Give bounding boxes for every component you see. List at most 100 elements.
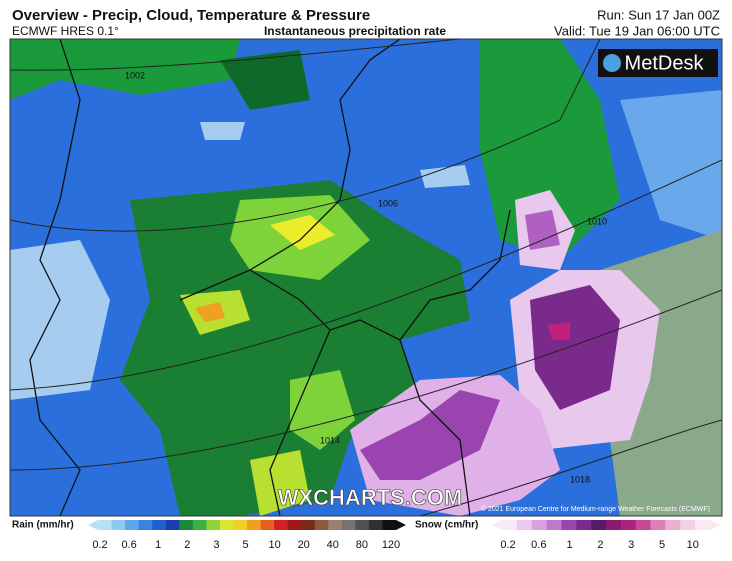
isobar bbox=[10, 159, 722, 391]
isobar-label: 1014 bbox=[320, 435, 340, 445]
snow-legend-title: Snow (cm/hr) bbox=[415, 520, 478, 531]
legend-swatch bbox=[206, 520, 221, 530]
rain-legend-label: 5 bbox=[242, 539, 248, 551]
precip-field bbox=[10, 240, 110, 400]
snow-legend-label: 3 bbox=[628, 539, 634, 551]
rain-legend-label: 80 bbox=[356, 539, 368, 551]
snow-legend-label: 5 bbox=[659, 539, 665, 551]
map-frame bbox=[9, 38, 723, 517]
coastline bbox=[179, 39, 401, 301]
legend-swatch bbox=[341, 520, 356, 530]
logo: MetDesk bbox=[625, 52, 705, 74]
legend: Rain (mm/hr) Snow (cm/hr) bbox=[12, 520, 478, 531]
precip-field bbox=[195, 302, 225, 322]
precip-field bbox=[620, 90, 722, 240]
field: Instantaneous precipitation rate bbox=[264, 24, 446, 38]
legend-swatch bbox=[680, 520, 696, 530]
legend-swatch bbox=[576, 520, 592, 530]
legend-swatch bbox=[219, 520, 234, 530]
border-line bbox=[399, 339, 471, 516]
legend-swatch bbox=[561, 520, 577, 530]
legend-arrow bbox=[492, 520, 502, 530]
precip-field bbox=[250, 450, 310, 516]
snow-legend-label: 0.6 bbox=[531, 539, 546, 551]
legend-swatch bbox=[531, 520, 547, 530]
rain-legend-label: 40 bbox=[327, 539, 339, 551]
coastline bbox=[29, 39, 81, 516]
legend-arrow bbox=[88, 520, 98, 530]
legend-swatch bbox=[382, 520, 397, 530]
rain-legend-label: 20 bbox=[298, 539, 310, 551]
snow-legend-label: 1 bbox=[567, 539, 573, 551]
snow-legend-label: 2 bbox=[597, 539, 603, 551]
isobar-label: 1010 bbox=[587, 216, 607, 226]
rain-legend-label: 10 bbox=[268, 539, 280, 551]
legend-arrow bbox=[396, 520, 406, 530]
legend-swatch bbox=[665, 520, 681, 530]
logo-icon bbox=[603, 54, 621, 72]
rain-legend-label: 120 bbox=[382, 539, 400, 551]
map bbox=[10, 39, 722, 516]
legend-arrow bbox=[710, 520, 720, 530]
legend-swatch bbox=[233, 520, 248, 530]
legend-swatch bbox=[606, 520, 622, 530]
legend-swatch bbox=[260, 520, 275, 530]
precip-field bbox=[220, 50, 310, 110]
snow-field bbox=[548, 322, 570, 340]
snow-legend-label: 10 bbox=[687, 539, 699, 551]
legend-swatch bbox=[125, 520, 139, 530]
rain-legend-label: 2 bbox=[184, 539, 190, 551]
precip-field bbox=[420, 165, 470, 188]
legend-swatch bbox=[152, 520, 167, 530]
isobar-label: 1002 bbox=[125, 70, 145, 80]
isobar-label: 1006 bbox=[378, 198, 398, 208]
legend-swatch bbox=[328, 520, 343, 530]
model: ECMWF HRES 0.1° bbox=[12, 24, 119, 38]
legend-swatch bbox=[635, 520, 651, 530]
rain-legend-label: 1 bbox=[155, 539, 161, 551]
rain-legend-label: 0.6 bbox=[121, 539, 136, 551]
legend-swatch bbox=[591, 520, 607, 530]
legend-swatch bbox=[287, 520, 302, 530]
isobar-label: 1018 bbox=[570, 474, 590, 484]
rain-legend-label: 0.2 bbox=[92, 539, 107, 551]
legend-swatch bbox=[98, 520, 112, 530]
isobar bbox=[10, 39, 601, 232]
snow-field bbox=[525, 210, 560, 250]
precip-field bbox=[200, 122, 245, 140]
legend-swatch bbox=[192, 520, 207, 530]
precip-field bbox=[270, 215, 335, 250]
legend-swatch bbox=[502, 520, 518, 530]
legend-swatch bbox=[516, 520, 533, 530]
watermark: WXCHARTS.COM bbox=[278, 485, 463, 510]
legend-swatch bbox=[179, 520, 194, 530]
legend-swatch bbox=[274, 520, 288, 530]
precip-field bbox=[480, 39, 620, 260]
border-line bbox=[269, 329, 331, 516]
legend-swatch bbox=[111, 520, 126, 530]
valid: Valid: Tue 19 Jan 06:00 UTC bbox=[554, 23, 720, 38]
snow-field bbox=[530, 285, 620, 410]
isobar bbox=[419, 419, 722, 516]
run: Run: Sun 17 Jan 00Z bbox=[597, 7, 720, 22]
isobar bbox=[10, 289, 722, 471]
rain-legend-label: 3 bbox=[213, 539, 219, 551]
legend-swatch bbox=[546, 520, 562, 530]
legend-swatch bbox=[620, 520, 637, 530]
legend-swatch bbox=[165, 520, 180, 530]
legend-swatch bbox=[368, 520, 383, 530]
precip-field bbox=[120, 180, 470, 516]
isobar bbox=[10, 39, 461, 71]
precip-field bbox=[290, 370, 355, 450]
legend-swatch bbox=[301, 520, 316, 530]
legend-swatch bbox=[650, 520, 666, 530]
rain-legend-title: Rain (mm/hr) bbox=[12, 520, 74, 531]
snow-field bbox=[360, 390, 500, 480]
precip-field bbox=[10, 39, 240, 100]
snow-legend-label: 0.2 bbox=[500, 539, 515, 551]
credit: © 2021 European Centre for Medium-range … bbox=[481, 505, 710, 513]
title: Overview - Precip, Cloud, Temperature & … bbox=[12, 7, 370, 24]
legend-swatch bbox=[355, 520, 370, 530]
legend-swatch bbox=[695, 520, 711, 530]
